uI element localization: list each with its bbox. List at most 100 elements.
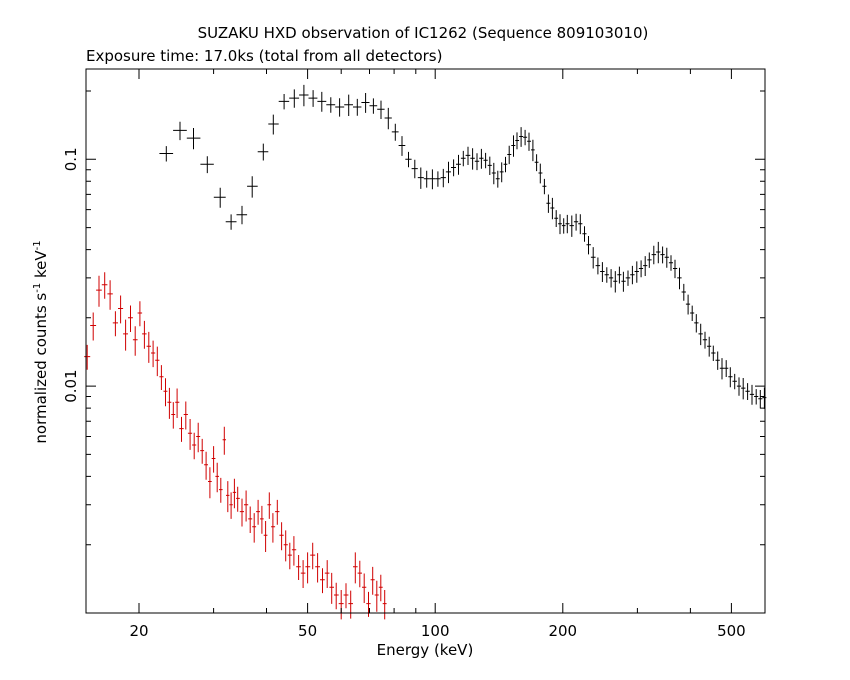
y-axis-label-exp1: -1 <box>32 283 43 293</box>
data-point <box>573 213 579 231</box>
data-point <box>590 247 596 269</box>
data-point <box>507 145 512 165</box>
data-point <box>719 358 725 380</box>
series-1 <box>159 84 767 409</box>
data-point <box>211 446 216 473</box>
data-point <box>173 121 187 141</box>
data-point <box>519 127 524 147</box>
data-point <box>754 389 759 405</box>
data-point <box>460 150 466 167</box>
data-point <box>244 490 249 522</box>
data-point <box>186 128 201 150</box>
data-point <box>107 280 113 310</box>
data-point <box>357 560 362 588</box>
data-point <box>608 269 614 288</box>
data-point <box>296 555 301 580</box>
data-point <box>123 319 128 351</box>
data-point <box>90 312 97 341</box>
data-point <box>435 171 441 187</box>
data-point <box>647 252 652 268</box>
data-point <box>621 271 626 292</box>
data-point <box>196 422 201 453</box>
data-point <box>523 129 528 146</box>
data-point <box>137 301 143 327</box>
data-point <box>324 560 330 588</box>
data-point <box>660 246 665 264</box>
data-point <box>362 573 367 603</box>
data-point <box>226 481 230 513</box>
data-point <box>499 162 504 183</box>
x-tick-label: 200 <box>548 622 577 640</box>
data-point <box>159 146 174 162</box>
svg-text:normalized counts s-1 keV-1: normalized counts s-1 keV-1 <box>32 240 50 443</box>
data-point <box>155 346 160 377</box>
data-point <box>617 266 622 284</box>
data-point <box>586 236 591 255</box>
data-point <box>348 590 353 619</box>
data-point <box>569 215 574 237</box>
data-point <box>118 295 124 324</box>
data-point <box>542 178 547 195</box>
data-point <box>440 168 446 188</box>
x-tick-label: 100 <box>421 622 450 640</box>
data-point <box>558 214 562 235</box>
y-axis-label-exp2: -1 <box>32 240 43 250</box>
data-point <box>613 271 618 293</box>
data-point <box>179 416 184 442</box>
chart-subtitle: Exposure time: 17.0ks (total from all de… <box>86 47 442 65</box>
tick-label-layer: 20 50 100 200 500 0.01 0.1 <box>62 147 746 640</box>
data-point <box>232 478 237 509</box>
x-axis-label: Energy (keV) <box>377 641 474 659</box>
series-2 <box>84 272 387 620</box>
data-point <box>192 432 197 460</box>
data-point <box>538 163 543 184</box>
data-point <box>391 123 399 141</box>
data-point <box>222 426 226 455</box>
data-point <box>326 97 336 113</box>
data-point <box>279 522 284 551</box>
data-point <box>741 378 746 400</box>
data-point <box>604 267 609 283</box>
data-point <box>167 387 172 419</box>
data-point <box>263 521 268 552</box>
data-point <box>456 154 461 175</box>
data-point <box>374 580 379 612</box>
data-point <box>634 261 639 283</box>
plot-frame <box>85 68 766 614</box>
data-point <box>128 305 133 332</box>
data-point <box>503 156 508 173</box>
data-point <box>96 275 102 307</box>
data-point <box>378 574 383 602</box>
data-point <box>451 159 456 177</box>
data-point <box>578 214 583 235</box>
data-point <box>300 560 306 588</box>
series-layer <box>84 84 767 620</box>
data-point <box>283 530 288 562</box>
data-point <box>215 462 219 493</box>
data-point <box>681 283 686 301</box>
data-point <box>370 566 375 595</box>
data-point <box>335 98 345 117</box>
data-point <box>252 513 257 543</box>
data-point <box>384 107 392 130</box>
data-point <box>707 336 712 357</box>
data-point <box>239 498 244 527</box>
data-point <box>308 90 318 107</box>
data-point <box>208 467 212 499</box>
data-point <box>685 294 691 315</box>
data-point <box>565 214 570 234</box>
data-point <box>84 344 91 370</box>
data-point <box>398 136 406 156</box>
data-point <box>369 98 378 114</box>
data-point <box>690 305 695 321</box>
data-point <box>411 159 418 179</box>
data-point <box>247 176 258 198</box>
data-point <box>534 154 539 172</box>
data-point <box>344 94 353 116</box>
data-point <box>271 513 276 543</box>
data-point <box>749 384 755 405</box>
data-point <box>487 156 492 175</box>
data-point <box>698 323 703 346</box>
y-tick-label: 0.1 <box>62 147 80 171</box>
